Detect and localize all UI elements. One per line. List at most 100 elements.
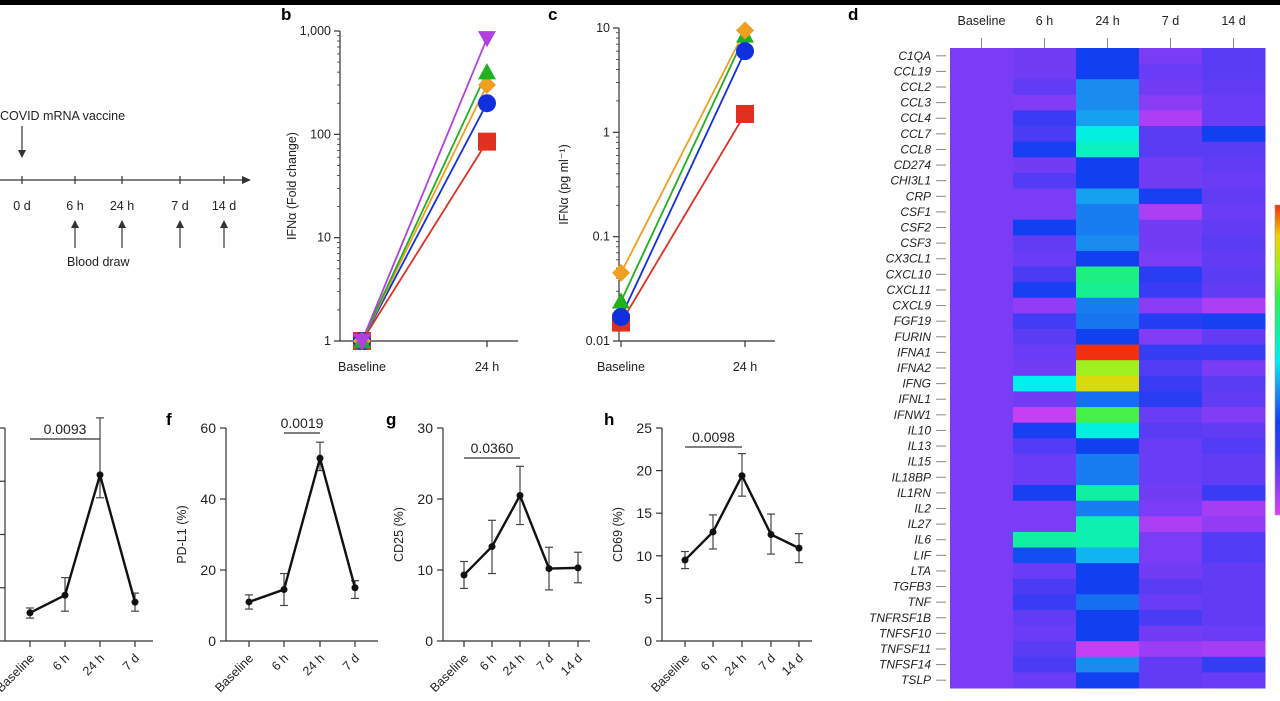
heatmap-cell	[1202, 63, 1266, 80]
heatmap-cell	[1139, 360, 1203, 377]
heatmap-cell	[1013, 438, 1077, 455]
x-tick-label: 6 h	[50, 651, 72, 673]
diamond-marker	[736, 21, 754, 40]
series-line	[361, 141, 488, 342]
heatmap-cell	[950, 48, 1014, 65]
vaccine-label: COVID mRNA vaccine	[0, 109, 125, 123]
row-label: IL27	[908, 517, 933, 531]
row-label: TNFRSF1B	[869, 611, 931, 625]
heatmap-cell	[1013, 172, 1077, 189]
heatmap-cell	[1202, 609, 1266, 627]
heatmap-cell	[1076, 328, 1140, 346]
heatmap-cell	[1139, 625, 1203, 642]
heatmap-cell	[950, 297, 1014, 314]
mean-point	[767, 531, 775, 538]
heatmap-cell	[1076, 235, 1140, 252]
heatmap-cell	[1013, 328, 1077, 346]
heatmap-cell	[1202, 531, 1266, 549]
heatmap-cell	[1076, 48, 1140, 65]
heatmap-cell	[1076, 391, 1140, 408]
series-line	[361, 84, 488, 342]
row-label: CXCL9	[892, 299, 931, 313]
timeline-tick-label: 7 d	[171, 199, 188, 213]
heatmap-cell	[1013, 422, 1077, 439]
heatmap-cell	[1076, 250, 1140, 268]
row-label: TNFSF11	[880, 642, 931, 656]
heatmap-cell	[1076, 157, 1140, 174]
chart-f: 0 20 40 60 PD-L1 (%) Baseline 6 h 24 h 7 d 0.0019	[175, 415, 378, 695]
heatmap-cell	[1202, 157, 1266, 174]
y-tick-label: 25	[636, 420, 652, 436]
heatmap-cell	[1139, 438, 1203, 455]
heatmap-cell	[1076, 485, 1140, 502]
timeline-tick-label: 6 h	[66, 199, 83, 213]
mean-point	[316, 454, 324, 462]
chart-h: 0 5 10 15 20 25 CD69 (%) Baseline 6 h 24 h 7 d 14 d…	[611, 420, 812, 695]
heatmap-cell	[950, 391, 1014, 408]
panel-letter-g: g	[386, 410, 396, 429]
heatmap-cell	[950, 656, 1014, 673]
heatmap-cell	[1139, 219, 1203, 236]
mean-line	[463, 492, 579, 576]
row-label: CCL7	[900, 127, 932, 141]
heatmap-cell	[1139, 672, 1203, 689]
heatmap-cell	[1013, 235, 1077, 252]
row-label: LTA	[911, 564, 931, 578]
heatmap-cell	[950, 110, 1014, 127]
heatmap-cell	[1202, 360, 1266, 377]
heatmap-cell	[1076, 126, 1140, 143]
heatmap-cell	[950, 79, 1014, 96]
heatmap-cell	[1076, 266, 1140, 283]
y-tick-label: 0	[425, 633, 433, 649]
heatmap-cell	[1202, 485, 1266, 502]
y-tick-label: 1	[603, 125, 610, 139]
heatmap-cell	[950, 422, 1014, 439]
x-tick-label: Baseline	[648, 651, 692, 695]
heatmap-cell	[1013, 516, 1077, 533]
heatmap-cell	[1202, 266, 1266, 283]
heatmap-cell	[1202, 282, 1266, 299]
heatmap-cell	[950, 328, 1014, 346]
heatmap-cell	[1139, 297, 1203, 314]
heatmap-cell	[1139, 172, 1203, 189]
heatmap-cell	[1013, 563, 1077, 580]
heatmap-cell	[1139, 422, 1203, 439]
timeline-tick-label: 24 h	[110, 199, 134, 213]
heatmap-cell	[950, 282, 1014, 299]
heatmap-cell	[1139, 531, 1203, 549]
y-tick-label: 15	[636, 505, 652, 521]
heatmap-cell	[1139, 188, 1203, 205]
heatmap-cell	[1076, 375, 1140, 392]
y-tick-label: 30	[417, 420, 433, 436]
heatmap-cell	[1202, 313, 1266, 330]
timeline-tick-label: 14 d	[212, 199, 236, 213]
triangle-up-marker	[478, 63, 496, 80]
heatmap-cell	[1139, 235, 1203, 252]
row-label: IL6	[914, 533, 931, 547]
triangle-up-marker	[612, 292, 630, 309]
heatmap-cell	[1076, 594, 1140, 611]
heatmap-cell	[1202, 407, 1266, 424]
y-tick-label: 10	[317, 231, 331, 245]
diamond-marker	[612, 263, 630, 282]
row-label: CD274	[894, 158, 932, 172]
x-tick-label: 6 h	[698, 651, 720, 673]
arrow-right-icon	[242, 176, 251, 184]
x-tick-label: Baseline	[597, 360, 645, 374]
p-value: 0.0019	[281, 415, 324, 431]
row-label: CCL4	[900, 111, 931, 125]
heatmap-cell	[1202, 625, 1266, 642]
heatmap-cell	[950, 141, 1014, 158]
row-label: CHI3L1	[890, 174, 931, 188]
column-label: Baseline	[958, 14, 1006, 28]
row-label: CSF1	[900, 205, 931, 219]
heatmap-cell	[950, 672, 1014, 689]
heatmap-cell	[1202, 578, 1266, 595]
heatmap-cell	[1076, 469, 1140, 486]
heatmap-cell	[1076, 407, 1140, 424]
heatmap-cell	[1013, 141, 1077, 158]
row-label: TGFB3	[892, 580, 931, 594]
row-label: CXCL10	[886, 267, 932, 281]
heatmap-cell	[1013, 297, 1077, 314]
heatmap-cell	[950, 578, 1014, 595]
